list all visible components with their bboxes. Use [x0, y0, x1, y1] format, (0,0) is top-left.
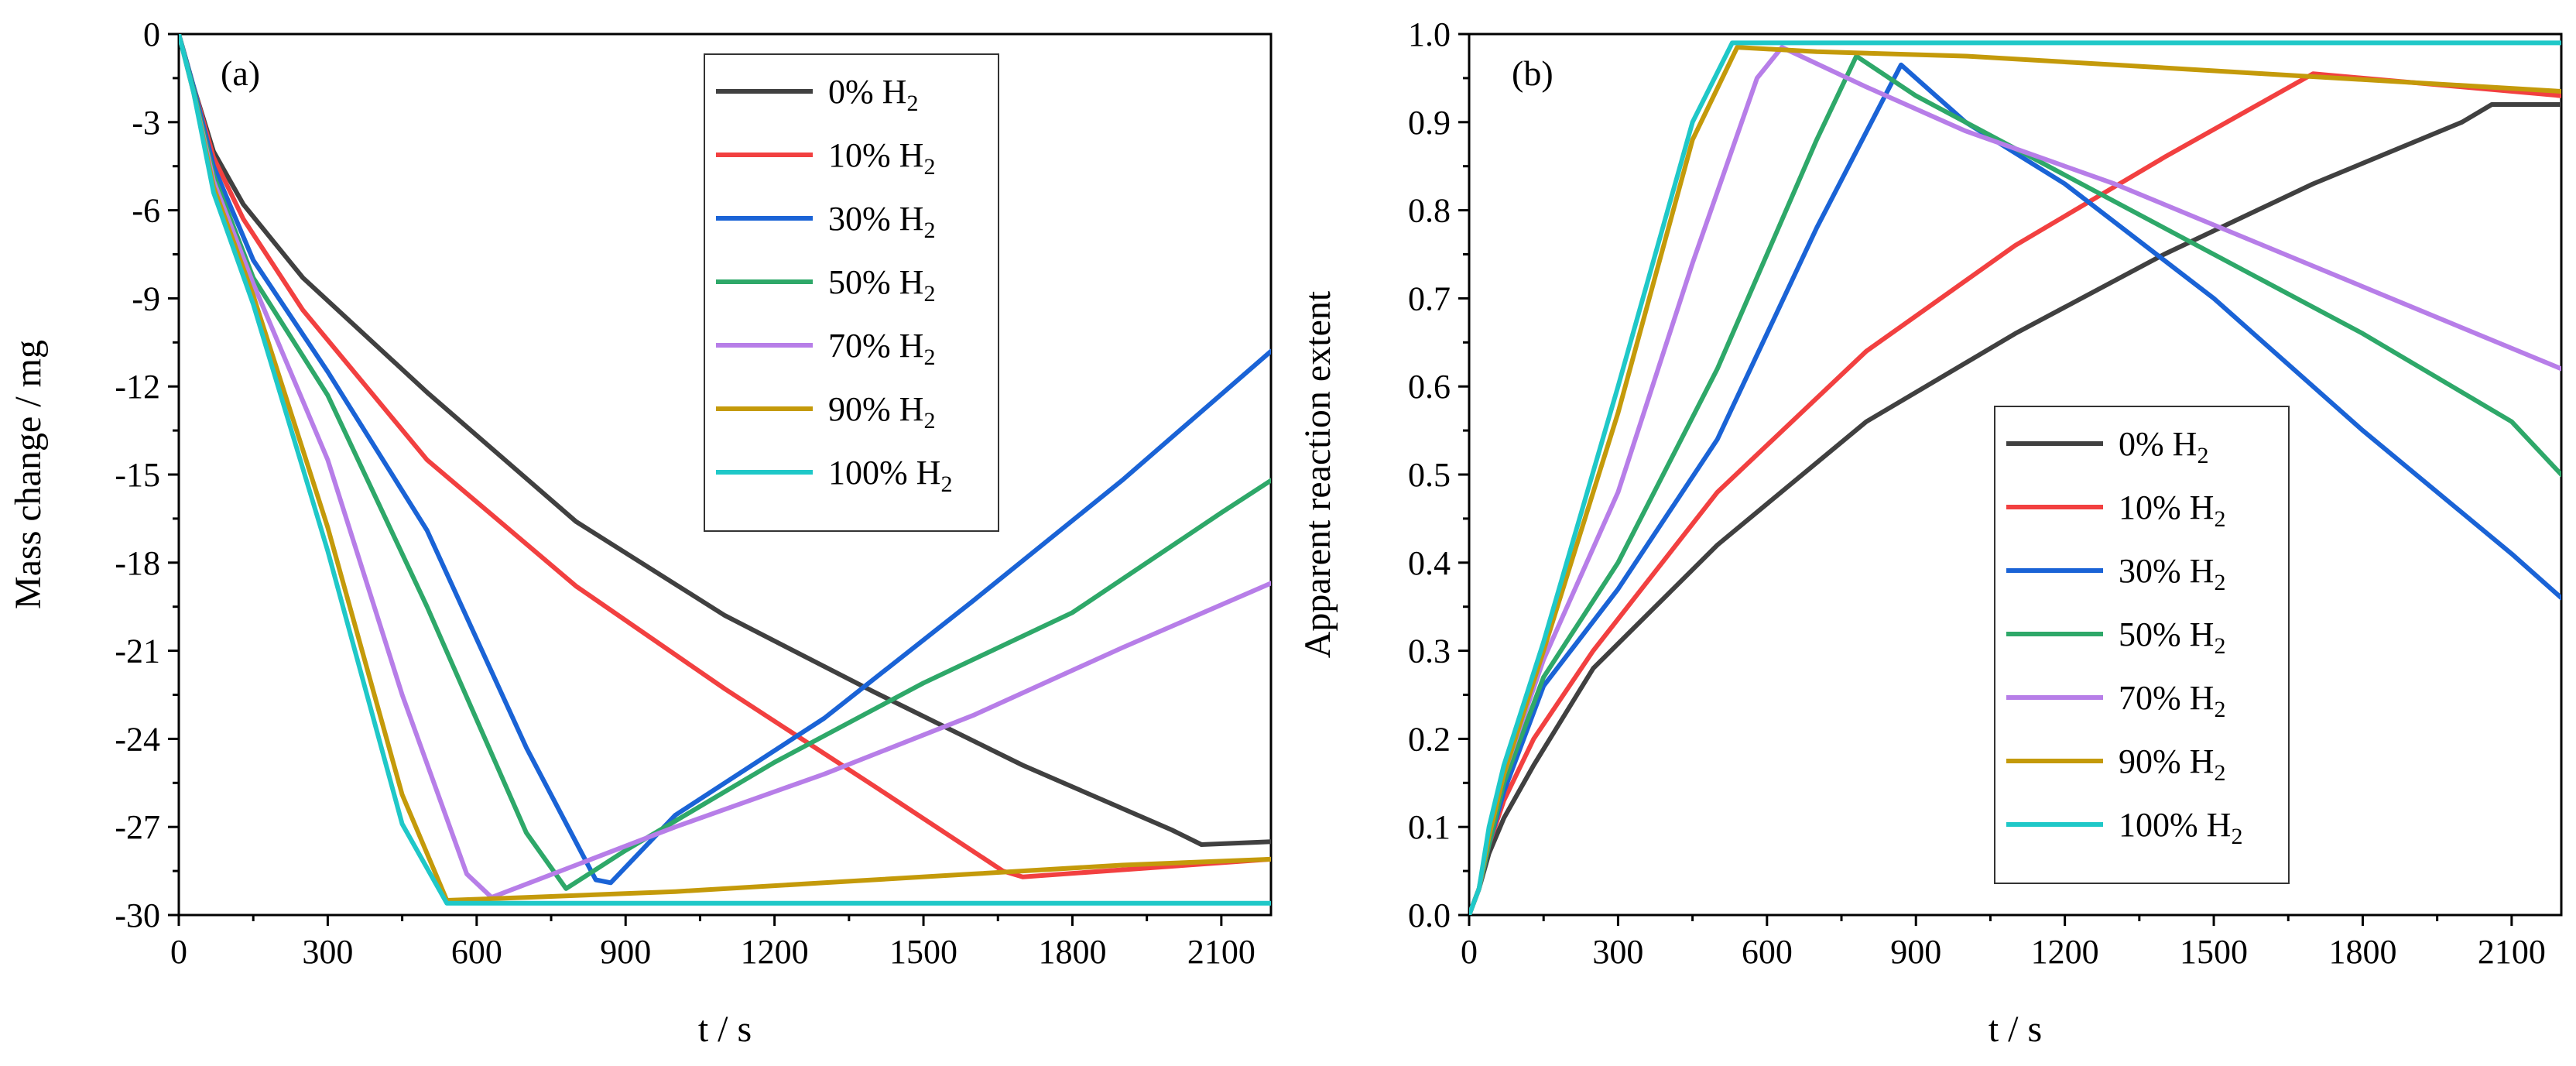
- legend-entry-subscript: 2: [923, 218, 935, 243]
- y-tick-label: -27: [115, 808, 160, 846]
- panel-label: (b): [1512, 53, 1553, 93]
- legend-entry-subscript: 2: [940, 471, 952, 497]
- legend-entry-subscript: 2: [2214, 760, 2225, 786]
- legend-entry-subscript: 2: [2214, 570, 2225, 595]
- series-line-0-pct-h2: [1469, 102, 2561, 915]
- panel-b-reaction-extent-chart: 0 300 600 900 1200 1500 1800 2100 0.0 0.1 0.2 0.3 0.…: [1297, 15, 2563, 1050]
- x-tick-label: 1500: [2180, 933, 2248, 971]
- legend-entry-subscript: 2: [923, 408, 935, 434]
- y-axis-title: Apparent reaction extent: [1297, 290, 1338, 658]
- x-tick-label: 2100: [2478, 933, 2546, 971]
- x-axis-title: t / s: [698, 1009, 752, 1050]
- y-tick-label: -21: [115, 632, 160, 670]
- legend-entry-label: 100% H2: [2119, 806, 2242, 849]
- legend-entry-subscript: 2: [923, 344, 935, 370]
- x-tick-label: 1500: [889, 933, 957, 971]
- y-tick-label: 0.5: [1408, 456, 1451, 494]
- x-tick-label: 900: [1890, 933, 1941, 971]
- x-axis-title: t / s: [1989, 1009, 2042, 1050]
- legend-box: [1994, 406, 2290, 884]
- y-tick-label: -15: [115, 456, 160, 494]
- y-tick-label: -24: [115, 720, 160, 758]
- x-tick-label: 1800: [1038, 933, 1106, 971]
- legend-entry-label: 0% H2: [2119, 425, 2208, 468]
- legend-entry-subscript: 2: [923, 281, 935, 307]
- series-line-70-pct-h2: [179, 34, 1271, 900]
- x-tick-label: 0: [1461, 933, 1478, 971]
- legend-entry-label: 90% H2: [828, 390, 935, 434]
- x-tick-label: 900: [600, 933, 651, 971]
- series-line-100-pct-h2: [1469, 40, 2561, 915]
- x-tick-label: 1800: [2328, 933, 2396, 971]
- y-tick-label: -9: [132, 279, 160, 317]
- y-tick-label: 0.7: [1408, 279, 1451, 317]
- legend-entry-subscript: 2: [906, 91, 918, 116]
- legend-entry-label: 10% H2: [828, 136, 935, 180]
- legend-entry-label: 10% H2: [2119, 488, 2225, 532]
- y-tick-label: 0.2: [1408, 720, 1451, 758]
- x-tick-label: 300: [1592, 933, 1643, 971]
- legend-entry-subscript: 2: [2214, 697, 2225, 722]
- y-tick-label: 0.3: [1408, 632, 1451, 670]
- series-line-30-pct-h2: [179, 34, 1271, 886]
- x-tick-label: 600: [1742, 933, 1793, 971]
- legend-entry-label: 100% H2: [828, 454, 952, 497]
- y-tick-label: -3: [132, 104, 160, 142]
- legend-entry-subscript: 2: [2231, 824, 2242, 849]
- y-tick-label: -6: [132, 192, 160, 230]
- y-tick-label: 1.0: [1408, 15, 1451, 53]
- x-tick-label: 300: [302, 933, 353, 971]
- x-tick-label: 0: [170, 933, 187, 971]
- legend-entry-label: 0% H2: [828, 73, 918, 116]
- y-tick-label: -18: [115, 544, 160, 582]
- x-tick-label: 1200: [741, 933, 809, 971]
- legend-entry-subscript: 2: [2214, 506, 2225, 532]
- legend: 0% H2 10% H2 30% H2 50% H2 70% H2 90% H2 100% …: [1994, 406, 2290, 884]
- legend: 0% H2 10% H2 30% H2 50% H2 70% H2 90% H2 100% …: [704, 53, 999, 532]
- y-tick-label: 0.4: [1408, 544, 1451, 582]
- y-axis-title: Mass change / mg: [8, 340, 49, 609]
- y-tick-label: -12: [115, 368, 160, 406]
- legend-entry-label: 50% H2: [2119, 615, 2225, 659]
- legend-entry-subscript: 2: [2214, 633, 2225, 659]
- legend-entry-label: 70% H2: [2119, 679, 2225, 722]
- y-tick-label: 0.9: [1408, 104, 1451, 142]
- legend-entry-label: 30% H2: [2119, 552, 2225, 595]
- y-tick-label: 0: [143, 15, 160, 53]
- legend-entry-subscript: 2: [2197, 443, 2208, 468]
- y-tick-label: 0.1: [1408, 808, 1451, 846]
- legend-entry-label: 50% H2: [828, 263, 935, 307]
- panel-a-mass-change-chart: 0 300 600 900 1200 1500 1800 2100 0 -3 -6 -9 -12 -15 -…: [8, 15, 1273, 1050]
- legend-entry-label: 70% H2: [828, 327, 935, 370]
- x-tick-label: 1200: [2031, 933, 2099, 971]
- legend-entry-label: 90% H2: [2119, 742, 2225, 786]
- legend-entry-label: 30% H2: [828, 200, 935, 243]
- panel-label: (a): [221, 53, 260, 93]
- series-line-100-pct-h2: [179, 34, 1271, 906]
- x-tick-label: 600: [451, 933, 502, 971]
- y-tick-label: 0.0: [1408, 896, 1451, 934]
- y-tick-label: 0.8: [1408, 192, 1451, 230]
- legend-entry-subscript: 2: [923, 154, 935, 180]
- legend-box: [704, 53, 999, 532]
- y-tick-label: 0.6: [1408, 368, 1451, 406]
- y-tick-label: -30: [115, 896, 160, 934]
- x-tick-label: 2100: [1187, 933, 1255, 971]
